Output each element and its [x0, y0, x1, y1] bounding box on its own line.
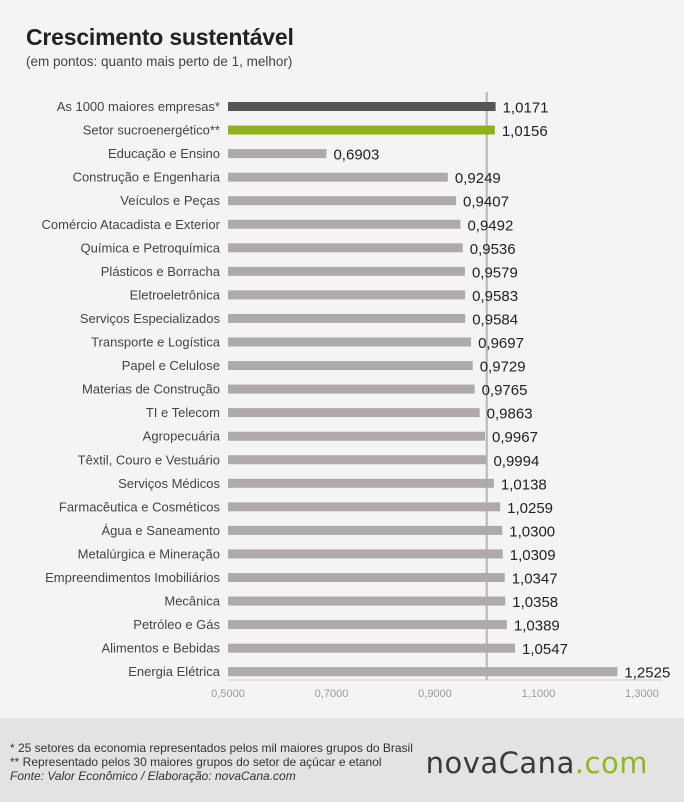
bar — [228, 290, 466, 300]
category-label: Serviços Médicos — [118, 476, 220, 491]
footnote-2: ** Representado pelos 30 maiores grupos … — [10, 755, 382, 769]
category-label: Empreendimentos Imobiliários — [45, 570, 220, 585]
value-label: 0,9697 — [478, 335, 524, 352]
value-label: 0,9584 — [472, 311, 518, 328]
category-label: Petróleo e Gás — [133, 617, 220, 632]
value-label: 0,6903 — [333, 147, 379, 164]
x-tick-label: 0,5000 — [211, 688, 245, 700]
category-label: Construção e Engenharia — [73, 170, 221, 185]
value-label: 1,0156 — [502, 123, 548, 140]
value-label: 1,2525 — [624, 665, 670, 682]
value-label: 1,0547 — [522, 641, 568, 658]
value-label: 1,0358 — [512, 594, 558, 611]
value-label: 1,0309 — [510, 547, 556, 564]
category-label: Plásticos e Borracha — [101, 264, 221, 279]
category-label: Energia Elétrica — [128, 664, 221, 679]
category-label: Educação e Ensino — [108, 146, 220, 161]
category-label: Água e Saneamento — [101, 523, 220, 538]
chart-title: Crescimento sustentável — [26, 24, 294, 50]
value-label: 0,9536 — [470, 241, 516, 258]
value-label: 0,9249 — [455, 170, 501, 187]
category-label: Materias de Construção — [82, 382, 220, 397]
bar — [228, 149, 327, 159]
source-note: Fonte: Valor Econômico / Elaboração: nov… — [10, 769, 296, 783]
value-label: 0,9729 — [480, 359, 526, 376]
bar — [228, 196, 457, 206]
bar — [228, 478, 494, 488]
bar-chart: As 1000 maiores empresas* 1,0171 Setor suc… — [42, 92, 670, 700]
value-label: 1,0138 — [501, 476, 547, 493]
bar — [228, 172, 448, 182]
bar — [228, 573, 505, 582]
footnotes: * 25 setores da economia representados p… — [10, 741, 413, 783]
x-tick-label: 0,9000 — [418, 688, 452, 700]
category-label: Comércio Atacadista e Exterior — [42, 217, 221, 232]
category-label: Setor sucroenergético** — [83, 123, 220, 138]
novacana-logo: novaCana.com — [426, 746, 648, 780]
category-label: Transporte e Logística — [91, 335, 221, 350]
bar — [228, 596, 506, 606]
x-tick-label: 1,1000 — [522, 688, 556, 700]
bar — [228, 431, 486, 441]
value-label: 1,0259 — [507, 500, 553, 517]
bar — [228, 243, 463, 253]
bar — [228, 525, 503, 535]
bar — [228, 384, 475, 394]
bar — [228, 125, 495, 135]
category-label: Veículos e Peças — [120, 193, 220, 208]
bar — [228, 266, 465, 276]
value-label: 1,0300 — [509, 523, 555, 540]
value-label: 1,0389 — [514, 618, 560, 635]
category-label: Papel e Celulose — [122, 358, 220, 373]
x-tick-label: 0,7000 — [315, 688, 349, 700]
category-label: Química e Petroquímica — [81, 240, 221, 255]
bar — [228, 549, 503, 559]
bar — [228, 313, 466, 323]
category-label: Serviços Especializados — [80, 311, 221, 326]
bar — [228, 102, 496, 111]
value-label: 0,9492 — [467, 217, 513, 234]
logo-suffix: .com — [574, 746, 648, 780]
value-label: 1,0347 — [512, 571, 558, 588]
x-tick-label: 1,3000 — [625, 688, 659, 700]
value-label: 1,0171 — [503, 100, 549, 117]
category-label: Alimentos e Bebidas — [101, 641, 220, 656]
value-label: 0,9407 — [463, 194, 509, 211]
value-label: 0,9765 — [482, 382, 528, 399]
category-label: Têxtil, Couro e Vestuário — [78, 452, 220, 467]
bar — [228, 455, 487, 465]
bar — [228, 667, 618, 677]
bar — [228, 361, 473, 371]
value-label: 0,9583 — [472, 288, 518, 305]
category-label: As 1000 maiores empresas* — [57, 99, 220, 114]
bar — [228, 643, 516, 653]
value-label: 0,9967 — [492, 429, 538, 446]
category-label: Metalúrgica e Mineração — [78, 546, 220, 561]
value-label: 0,9579 — [472, 264, 518, 281]
bar — [228, 219, 461, 229]
value-label: 0,9863 — [487, 406, 533, 423]
logo-text: novaCana — [425, 746, 575, 780]
category-label: Eletroeletrônica — [130, 287, 221, 302]
category-label: Agropecuária — [143, 429, 221, 444]
category-label: Mecânica — [164, 594, 220, 609]
chart-subtitle: (em pontos: quanto mais perto de 1, melh… — [26, 54, 293, 69]
value-label: 0,9994 — [493, 453, 539, 470]
bar — [228, 502, 501, 512]
footnote-1: * 25 setores da economia representados p… — [10, 741, 413, 755]
category-label: Farmacêutica e Cosméticos — [59, 499, 221, 514]
category-label: TI e Telecom — [146, 405, 220, 420]
bar — [228, 337, 472, 347]
footer: * 25 setores da economia representados p… — [0, 718, 684, 802]
bar — [228, 408, 480, 418]
bar — [228, 620, 507, 630]
